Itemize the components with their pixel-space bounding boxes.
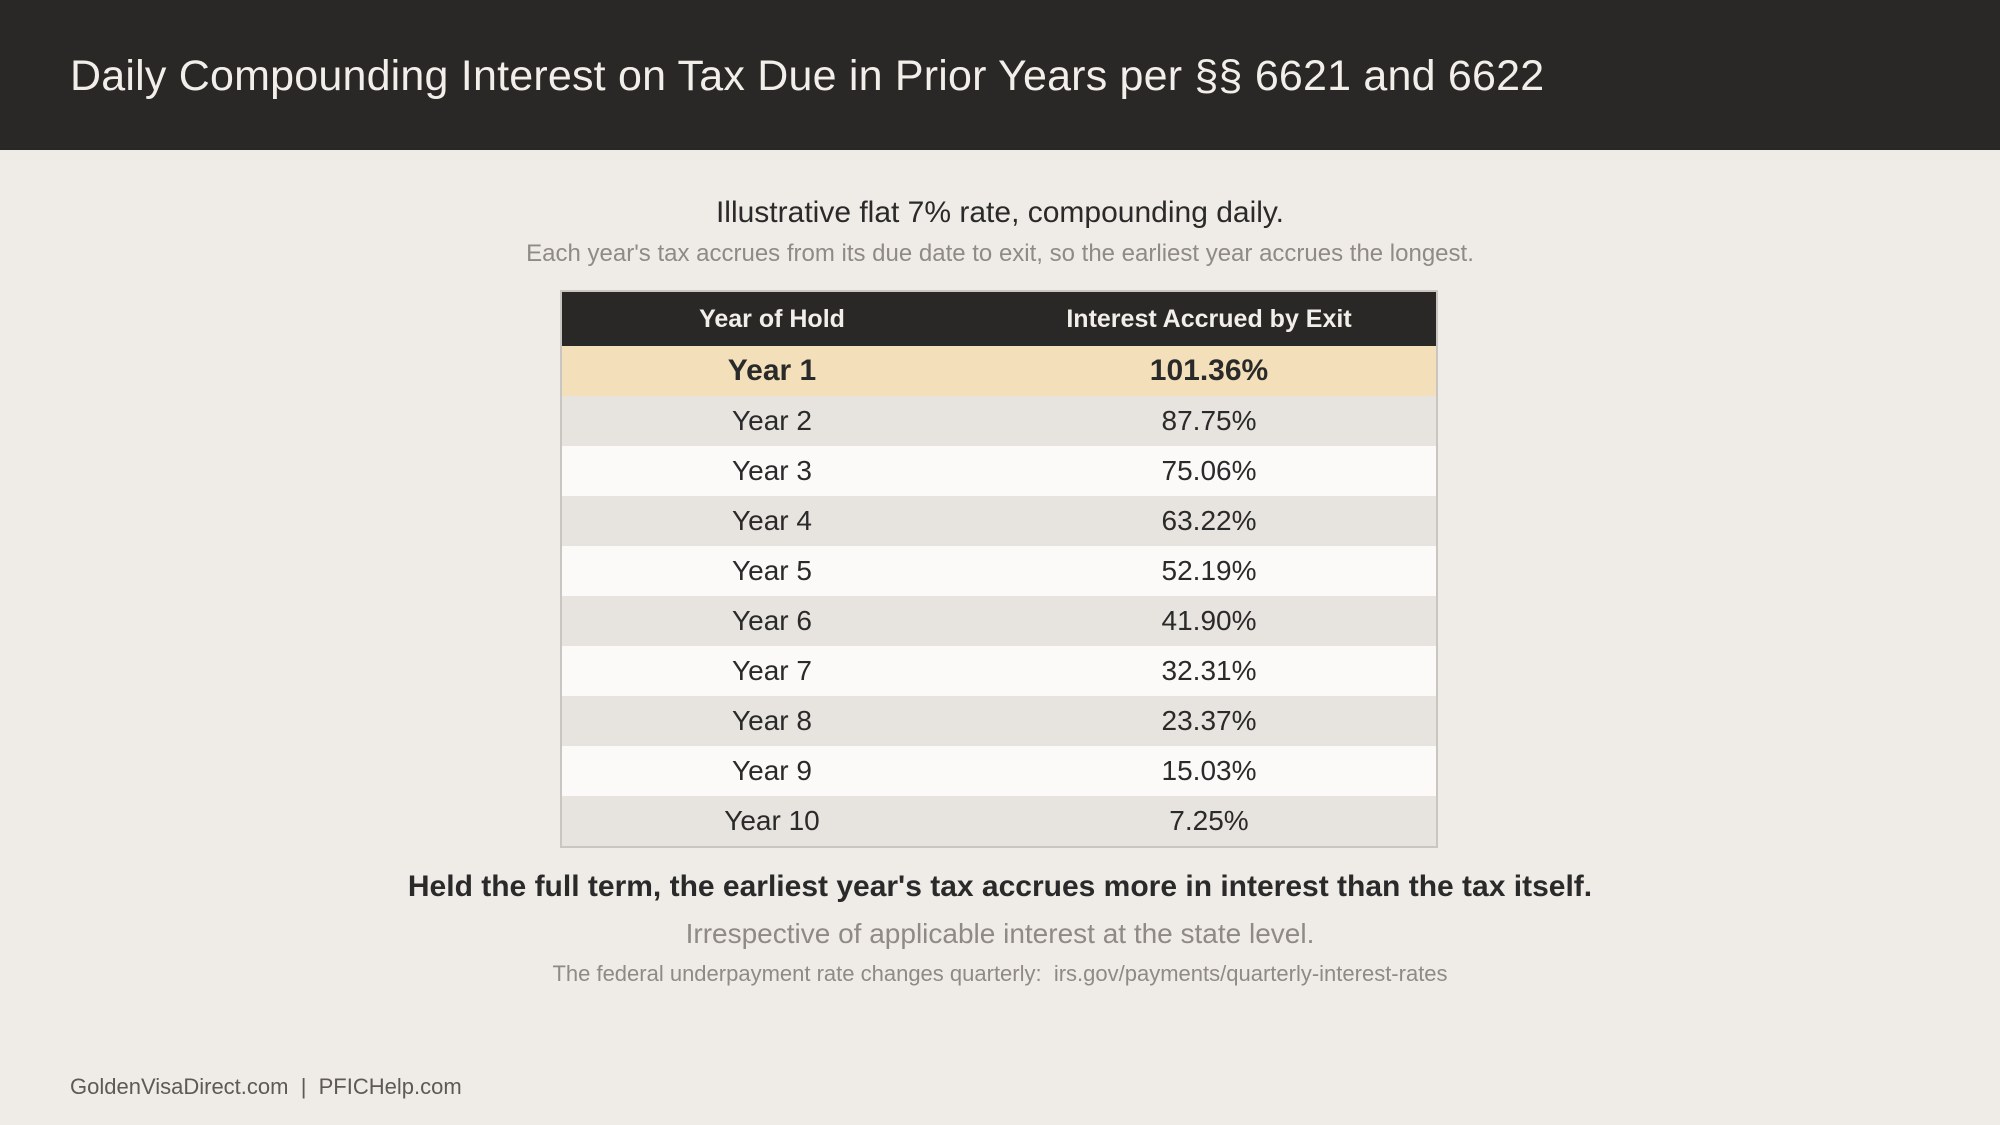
column-header-interest: Interest Accrued by Exit xyxy=(1066,304,1352,333)
interest-cell: 101.36% xyxy=(1149,354,1269,387)
table-row: Year 10 7.25% xyxy=(562,796,1436,846)
footer-sites: GoldenVisaDirect.com | PFICHelp.com xyxy=(70,1074,462,1099)
table-row: Year 3 75.06% xyxy=(562,446,1436,496)
year-cell: Year 7 xyxy=(732,655,812,686)
federal-rate-note: The federal underpayment rate changes qu… xyxy=(552,961,1448,986)
year-cell: Year 8 xyxy=(732,705,812,736)
year-cell: Year 4 xyxy=(732,505,812,536)
interest-cell: 87.75% xyxy=(1161,405,1257,436)
header-bar: Daily Compounding Interest on Tax Due in… xyxy=(0,0,2000,150)
interest-cell: 41.90% xyxy=(1161,605,1257,636)
interest-cell: 15.03% xyxy=(1161,755,1257,786)
page-title: Daily Compounding Interest on Tax Due in… xyxy=(70,52,1545,100)
table-row: Year 9 15.03% xyxy=(562,746,1436,796)
interest-cell: 7.25% xyxy=(1169,805,1249,836)
year-cell: Year 10 xyxy=(724,805,820,836)
year-cell: Year 5 xyxy=(732,555,812,586)
year-cell: Year 6 xyxy=(732,605,812,636)
table-row: Year 8 23.37% xyxy=(562,696,1436,746)
key-takeaway: Held the full term, the earliest year's … xyxy=(407,870,1593,903)
interest-cell: 32.31% xyxy=(1161,655,1257,686)
year-cell: Year 3 xyxy=(732,455,812,486)
interest-cell: 63.22% xyxy=(1161,505,1257,536)
state-note: Irrespective of applicable interest at t… xyxy=(685,918,1315,949)
table-header: Year of Hold Interest Accrued by Exit xyxy=(562,292,1436,346)
table-row: Year 5 52.19% xyxy=(562,546,1436,596)
table-row: Year 6 41.90% xyxy=(562,596,1436,646)
interest-cell: 75.06% xyxy=(1161,455,1257,486)
table-row: Year 7 32.31% xyxy=(562,646,1436,696)
interest-table: Year of Hold Interest Accrued by Exit Ye… xyxy=(560,290,1438,848)
interest-cell: 23.37% xyxy=(1161,705,1257,736)
table-row: Year 1 101.36% xyxy=(562,346,1436,396)
table-row: Year 2 87.75% xyxy=(562,396,1436,446)
year-cell: Year 9 xyxy=(732,755,812,786)
column-header-year: Year of Hold xyxy=(699,304,845,333)
subtitle: Illustrative flat 7% rate, compounding d… xyxy=(715,196,1285,229)
interest-cell: 52.19% xyxy=(1161,555,1257,586)
year-cell: Year 2 xyxy=(732,405,812,436)
table-row: Year 4 63.22% xyxy=(562,496,1436,546)
year-cell: Year 1 xyxy=(727,354,817,387)
subtitle-note: Each year's tax accrues from its due dat… xyxy=(526,240,1474,267)
